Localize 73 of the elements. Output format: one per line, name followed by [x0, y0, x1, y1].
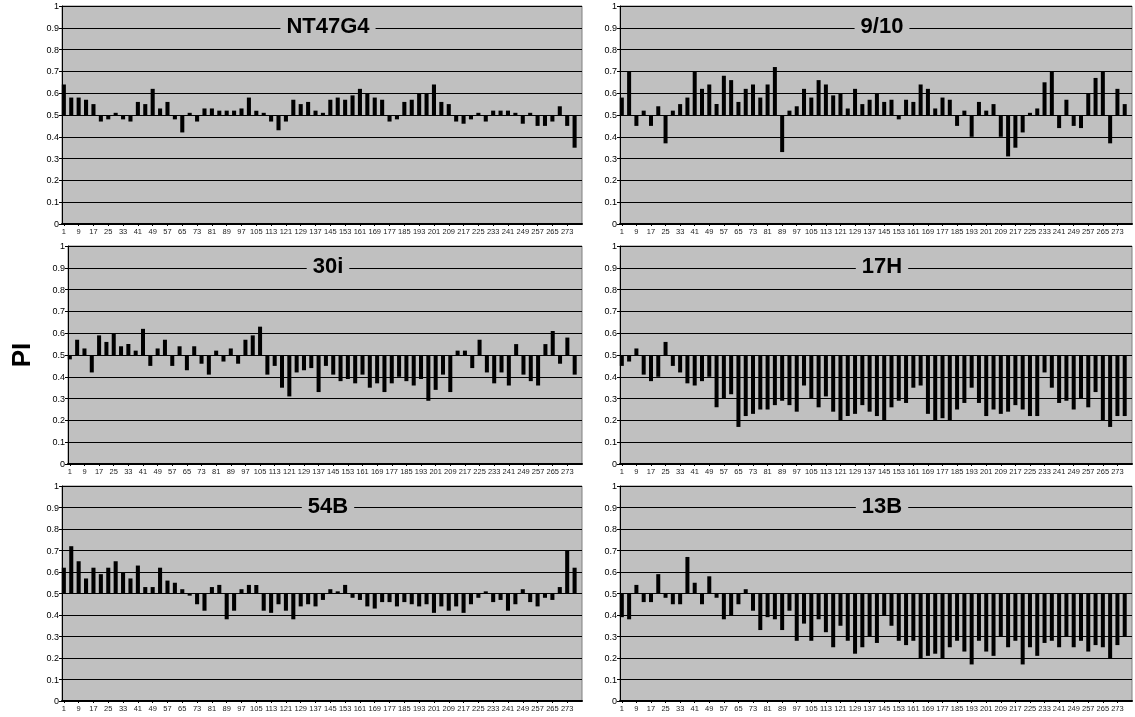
y-tick-label: 0.9 [52, 262, 65, 273]
y-tick-label: 0.2 [604, 415, 617, 426]
y-tick-label: 0.2 [46, 175, 59, 186]
y-tick-label: 0.8 [604, 524, 617, 534]
y-tick-label: 0.1 [46, 197, 59, 208]
y-tick-label: 0.2 [604, 653, 617, 663]
y-tick-label: 0.4 [46, 131, 59, 142]
y-tick-label: 0.6 [46, 88, 59, 99]
chart-title: 13B [861, 492, 903, 518]
y-tick-label: 0.6 [604, 88, 617, 99]
y-tick-label: 0.3 [46, 631, 59, 642]
y-tick-label: 1 [611, 481, 617, 491]
y-tick-label: 0.7 [52, 306, 65, 317]
y-tick-label: 0.1 [52, 437, 65, 448]
y-tick-label: 1 [611, 1, 617, 11]
y-tick-label: 1 [53, 481, 59, 491]
y-tick-label: 0.8 [46, 524, 59, 534]
y-tick-label: 0.5 [46, 110, 59, 120]
y-tick-label: 1 [611, 241, 617, 251]
y-tick-label: 0.7 [604, 306, 617, 317]
y-tick-label: 0.4 [604, 371, 617, 382]
chart-title: 9/10 [860, 12, 904, 38]
y-tick-label: 0.3 [46, 153, 59, 164]
y-tick-label: 0 [53, 219, 59, 229]
y-tick-label: 1 [53, 1, 59, 11]
y-tick-label: 0 [611, 459, 617, 469]
y-tick-label: 0.2 [604, 175, 617, 186]
y-tick-label: 0.6 [604, 328, 617, 339]
chart-title: 54B [307, 492, 349, 518]
y-tick-label: 0.6 [46, 567, 59, 577]
y-tick-label: 0.2 [52, 415, 65, 426]
y-tick-label: 0.5 [604, 110, 617, 120]
y-tick-label: 0 [53, 696, 59, 706]
y-tick-label: 0.9 [604, 502, 617, 513]
y-tick-label: 0.4 [604, 131, 617, 142]
y-tick-label: 0.4 [604, 610, 617, 620]
y-tick-label: 0.1 [46, 674, 59, 685]
y-tick-label: 0.2 [46, 653, 59, 663]
y-tick-label: 0.5 [52, 350, 65, 360]
y-tick-label: 0.6 [52, 328, 65, 339]
y-tick-label: 0.3 [604, 393, 617, 404]
y-tick-label: 0.5 [604, 350, 617, 360]
chart-title: NT47G4 [286, 12, 371, 38]
chart-title: 17H [861, 252, 903, 278]
y-tick-label: 0.9 [46, 502, 59, 513]
y-tick-label: 0.1 [604, 197, 617, 208]
y-tick-label: 0 [59, 459, 65, 469]
y-tick-label: 0.5 [604, 588, 617, 599]
y-tick-label: 0 [611, 696, 617, 706]
y-tick-label: 0.7 [604, 66, 617, 77]
y-tick-label: 1 [59, 241, 65, 251]
y-tick-label: 0.6 [604, 567, 617, 577]
y-tick-label: 0.7 [604, 545, 617, 556]
y-tick-label: 0.1 [604, 437, 617, 448]
y-tick-label: 0.8 [604, 44, 617, 55]
y-tick-label: 0.4 [46, 610, 59, 620]
y-tick-label: 0.9 [46, 22, 59, 33]
chart-title: 30i [312, 252, 344, 278]
y-tick-label: 0.3 [604, 631, 617, 642]
y-tick-label: 0 [611, 219, 617, 229]
y-tick-label: 0.4 [52, 371, 65, 382]
y-tick-label: 0.3 [604, 153, 617, 164]
y-tick-label: 0.8 [604, 284, 617, 295]
y-tick-label: 0.3 [52, 393, 65, 404]
y-axis-title: PI [6, 342, 36, 368]
y-tick-label: 0.9 [604, 262, 617, 273]
y-tick-label: 0.7 [46, 66, 59, 77]
y-tick-label: 0.1 [604, 674, 617, 685]
y-tick-label: 0.8 [46, 44, 59, 55]
y-tick-label: 0.9 [604, 22, 617, 33]
y-tick-label: 0.8 [52, 284, 65, 295]
y-tick-label: 0.7 [46, 545, 59, 556]
y-tick-label: 0.5 [46, 588, 59, 599]
